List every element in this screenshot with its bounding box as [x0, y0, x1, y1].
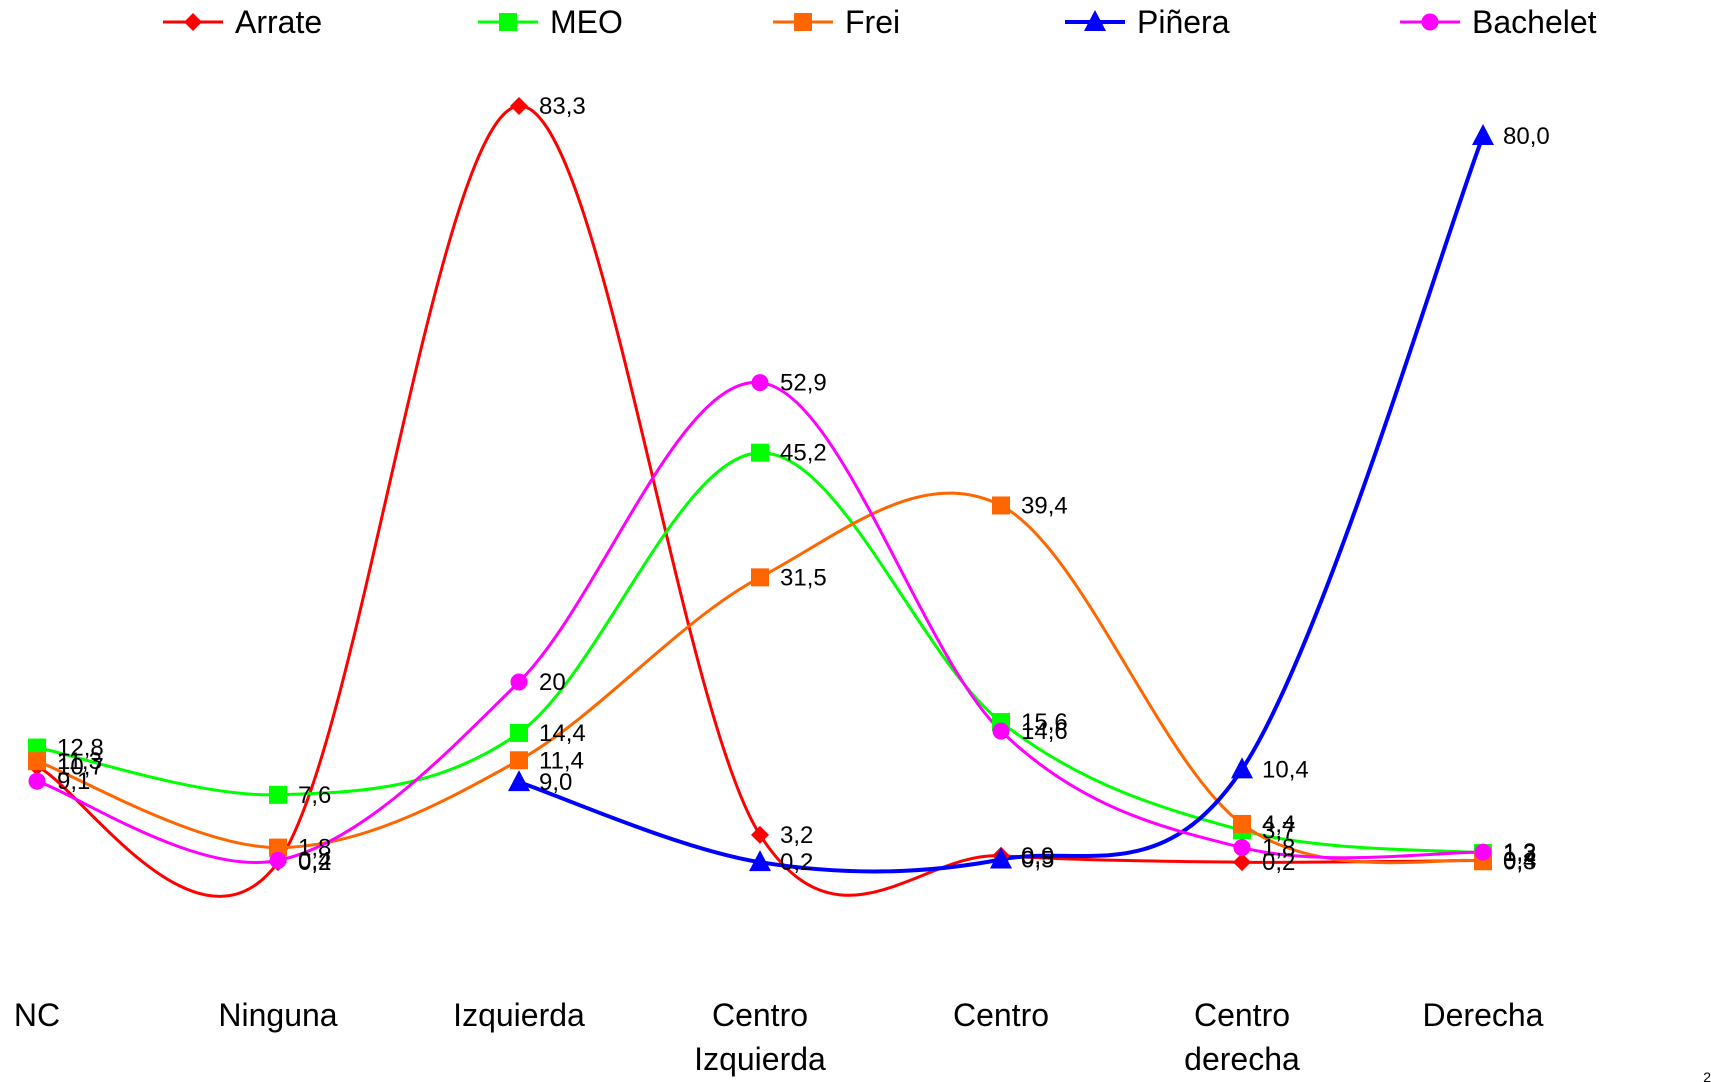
legend: Arrate MEO Frei Piñera Bachelet [163, 4, 1597, 40]
data-label-frei: 11,4 [539, 747, 584, 774]
marker-arrate [510, 96, 528, 115]
x-axis-labels: NC Ninguna Izquierda Centro Izquierda Centro C… [14, 997, 1544, 1077]
marker-frei [269, 838, 287, 857]
legend-swatch-marker [794, 13, 812, 31]
marker-meo [751, 443, 769, 462]
series-markers [28, 96, 1494, 872]
data-label-frei: 31,5 [780, 564, 827, 591]
data-label-pinera: 10,4 [1262, 756, 1309, 783]
data-label-meo: 7,6 [298, 782, 331, 809]
data-label-pinera: 80,0 [1503, 123, 1550, 150]
marker-bachelet [1474, 843, 1492, 861]
data-label-meo: 14,4 [539, 720, 586, 747]
data-label-bachelet: 0,4 [298, 847, 331, 874]
legend-swatch-marker [499, 13, 517, 31]
data-label-bachelet: 52,9 [780, 370, 827, 397]
marker-arrate [751, 825, 769, 844]
x-tick-label: Ninguna [218, 997, 337, 1033]
series-line-frei [35, 491, 1485, 865]
marker-bachelet [992, 722, 1010, 740]
marker-pinera [1231, 757, 1253, 779]
legend-label: Frei [845, 4, 900, 40]
x-tick-label: derecha [1184, 1041, 1300, 1077]
data-label-bachelet: 20 [539, 669, 566, 696]
legend-item-frei: Frei [773, 4, 900, 40]
data-label-bachelet: 14,6 [1021, 718, 1068, 745]
data-label-bachelet: 9,1 [57, 768, 90, 795]
data-label-arrate: 3,2 [780, 822, 813, 849]
series-line-pinera [517, 134, 1485, 874]
data-label-pinera: 0,5 [1021, 846, 1054, 873]
x-tick-label: Izquierda [453, 997, 585, 1033]
data-label-arrate: 0,9 [1021, 843, 1054, 870]
marker-frei [992, 496, 1010, 515]
marker-arrate [1233, 853, 1251, 872]
data-label-bachelet: 1,8 [1262, 835, 1295, 862]
data-labels: 10,70,283,33,20,9 0,2 0,412,87,614,445,215… [57, 93, 1550, 876]
data-label-frei: 11,3 [57, 748, 102, 775]
series-line-meo [35, 451, 1485, 855]
legend-swatch-marker [184, 13, 202, 31]
data-label-pinera: 0,2 [780, 849, 813, 876]
data-label-arrate: 0,2 [298, 849, 331, 876]
legend-label: Bachelet [1472, 4, 1597, 40]
data-label-frei: 39,4 [1021, 492, 1068, 519]
data-label-arrate: 83,3 [539, 93, 586, 120]
data-label-meo: 1,2 [1503, 840, 1536, 867]
legend-item-meo: MEO [478, 4, 623, 40]
marker-bachelet [510, 673, 528, 691]
marker-pinera [990, 847, 1012, 869]
x-tick-label: Centro [953, 997, 1049, 1033]
legend-label: Piñera [1137, 4, 1230, 40]
data-label-frei: 1,8 [298, 835, 331, 862]
marker-bachelet [1233, 839, 1251, 857]
marker-bachelet [751, 374, 769, 392]
marker-frei [510, 751, 528, 770]
data-label-pinera: 9,0 [539, 769, 572, 796]
legend-swatch-marker [1084, 10, 1106, 31]
marker-frei [1233, 814, 1251, 833]
legend-label: Arrate [235, 4, 322, 40]
x-tick-label: Derecha [1423, 997, 1544, 1033]
x-tick-label: Centro [712, 997, 808, 1033]
marker-pinera [749, 850, 771, 872]
data-label-meo: 12,8 [57, 735, 104, 762]
marker-meo [269, 785, 287, 804]
legend-label: MEO [550, 4, 623, 40]
marker-pinera [1472, 124, 1494, 145]
data-label-arrate: 0,2 [1262, 849, 1295, 876]
data-label-meo: 3,7 [1262, 817, 1295, 844]
legend-item-pinera: Piñera [1065, 4, 1230, 40]
x-tick-label: Centro [1194, 997, 1290, 1033]
data-label-arrate: 10,7 [57, 754, 104, 781]
legend-swatch-marker [1421, 13, 1439, 31]
x-tick-label: Izquierda [694, 1041, 826, 1077]
data-label-meo: 45,2 [780, 440, 827, 467]
data-label-meo: 15,6 [1021, 709, 1068, 736]
data-label-bachelet: 1,3 [1503, 839, 1536, 866]
legend-item-arrate: Arrate [163, 4, 322, 40]
data-label-frei: 0,3 [1503, 848, 1536, 875]
data-label-arrate: 0,4 [1503, 847, 1536, 874]
marker-frei [28, 752, 46, 771]
page-number: 2 [1703, 1069, 1711, 1082]
marker-bachelet [269, 851, 287, 869]
data-label-frei: 4,4 [1262, 811, 1295, 838]
x-tick-label: NC [14, 997, 60, 1033]
legend-item-bachelet: Bachelet [1400, 4, 1597, 40]
marker-bachelet [28, 772, 46, 790]
marker-frei [751, 568, 769, 587]
marker-meo [510, 723, 528, 742]
marker-pinera [508, 770, 530, 792]
marker-meo [28, 738, 46, 757]
